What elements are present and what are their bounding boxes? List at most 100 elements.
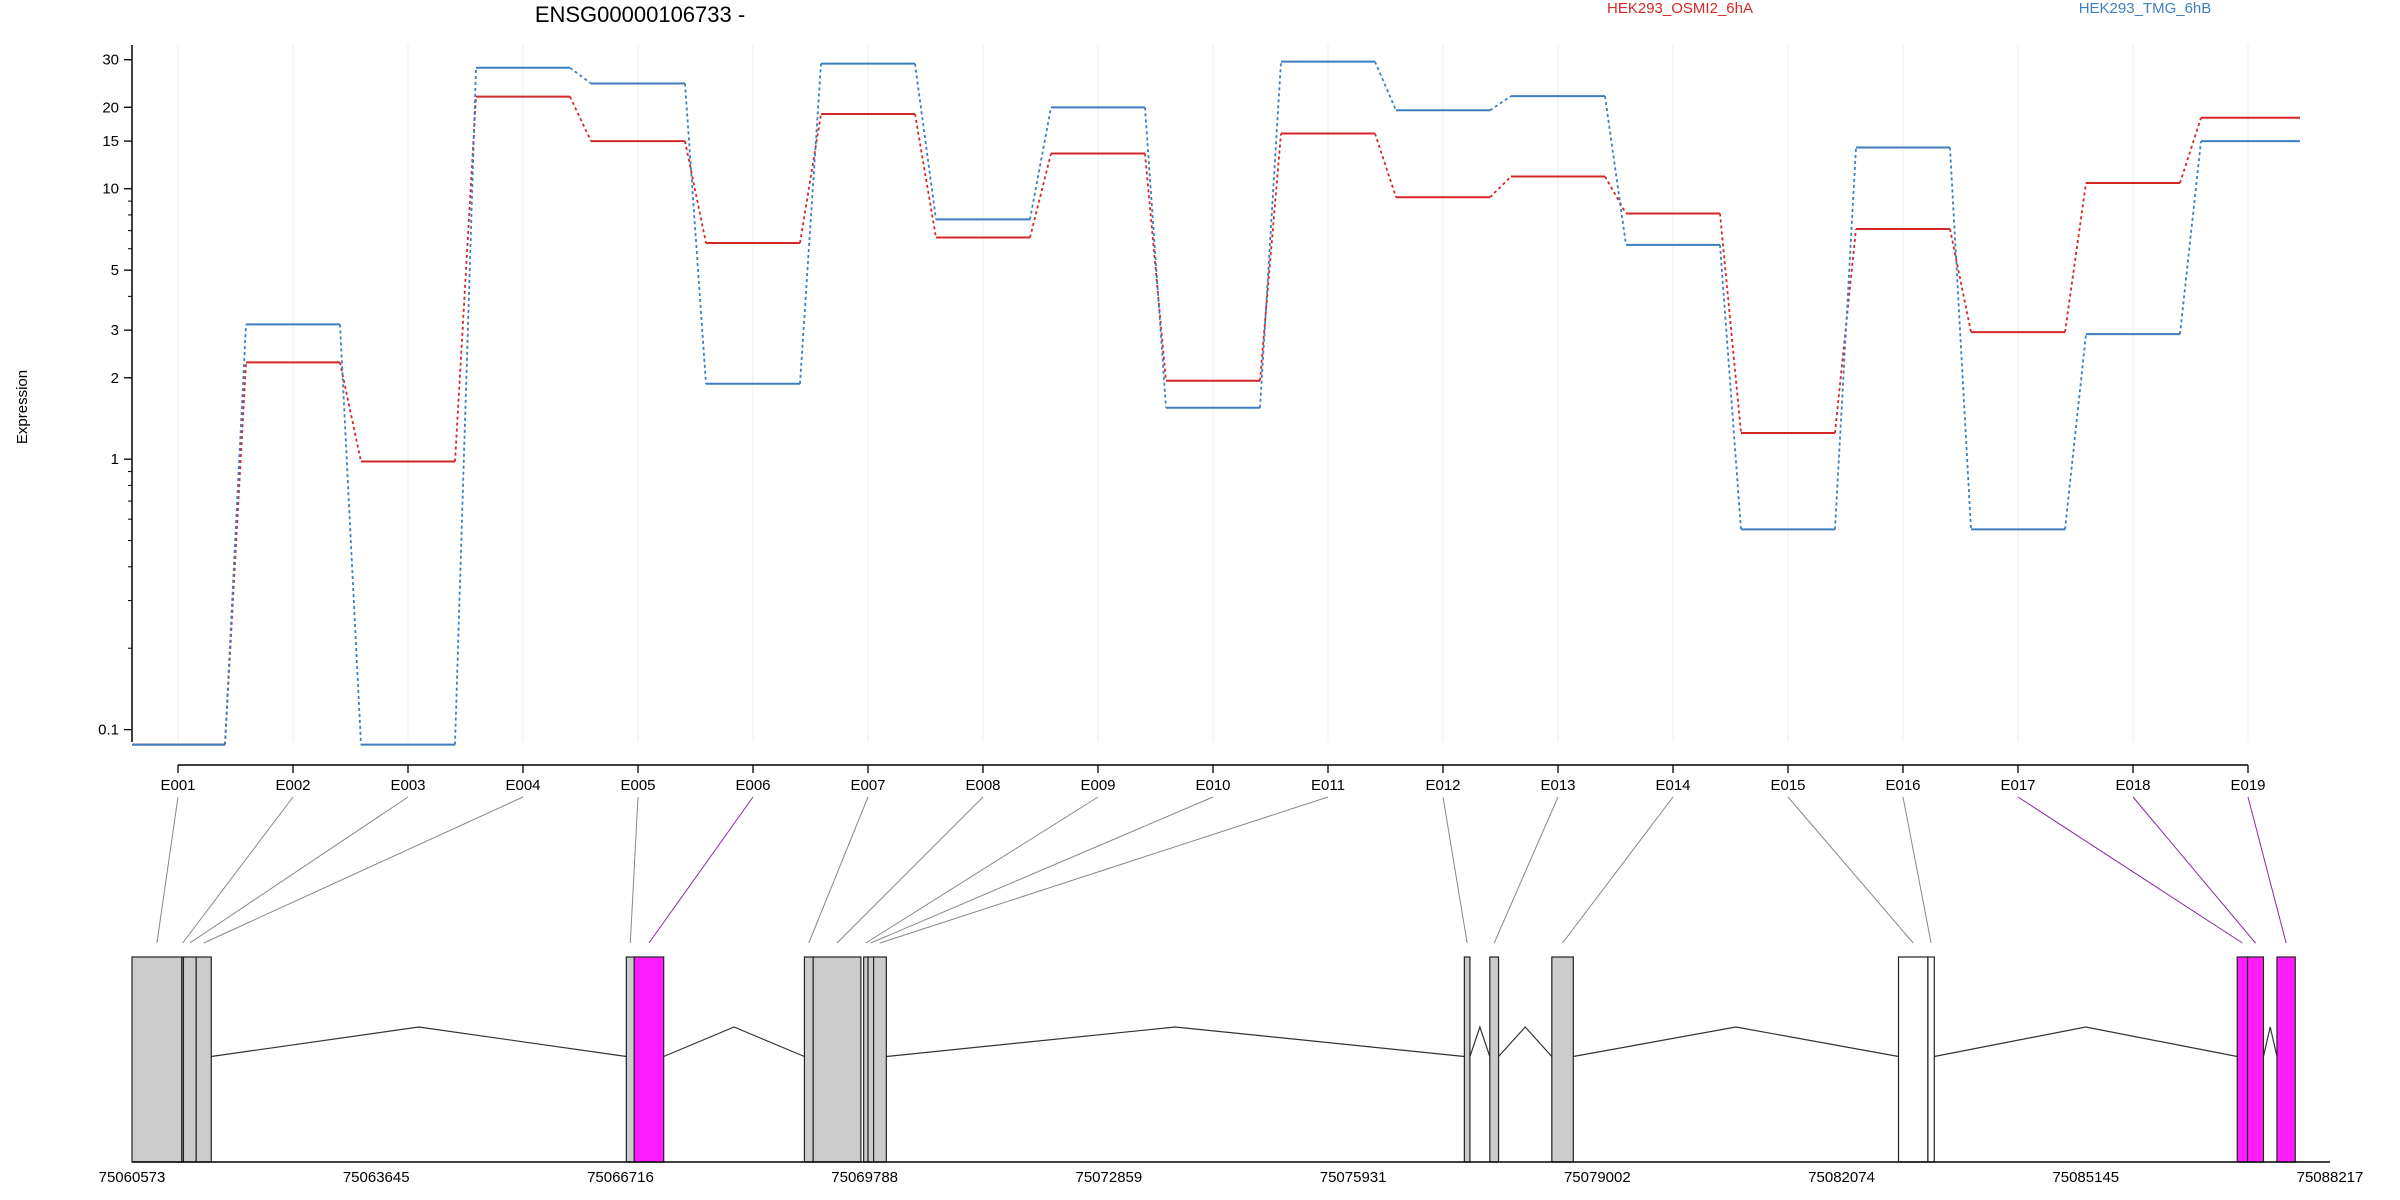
x-tick-label: E006 — [735, 777, 770, 794]
connector-E001 — [156, 796, 179, 944]
intron-line — [1573, 1026, 1899, 1058]
transition-line — [339, 362, 362, 462]
transition-line — [1029, 107, 1052, 220]
y-axis-label: Expression — [14, 370, 31, 444]
x-tick-label: E016 — [1885, 777, 1920, 794]
chart-title: ENSG00000106733 - — [535, 2, 745, 27]
transition-line — [339, 324, 362, 745]
x-tick-label: E004 — [505, 777, 540, 794]
transition-line — [1374, 133, 1397, 198]
gene-model — [131, 956, 2296, 1163]
transition-line — [569, 96, 592, 142]
exon-block-E011 — [872, 956, 887, 1163]
connector-E003 — [189, 796, 409, 944]
exon-block-E008 — [812, 956, 862, 1163]
connector-E007 — [808, 796, 869, 944]
transition-line — [454, 96, 477, 462]
x-tick-label: E003 — [390, 777, 425, 794]
x-tick-label: E007 — [850, 777, 885, 794]
y-tick-label: 30 — [102, 52, 119, 69]
transition-line — [914, 113, 937, 238]
x-tick-label: E014 — [1655, 777, 1690, 794]
x-tick-label: E011 — [1311, 777, 1345, 794]
series-2 — [132, 60, 2300, 746]
y-tick-label: 10 — [102, 181, 119, 198]
exon-block-E017 — [2236, 956, 2249, 1163]
transition-line — [684, 140, 707, 244]
x-tick-label: E013 — [1540, 777, 1575, 794]
connector-E016 — [1902, 796, 1932, 944]
genomic-tick-label: 75082074 — [1808, 1169, 1875, 1186]
transition-line — [914, 63, 937, 220]
genomic-tick-label: 75079002 — [1564, 1169, 1631, 1186]
y-axis: 0.1 1 2 3 5 10 15 20 30 — [98, 45, 133, 742]
transition-line — [1719, 213, 1742, 434]
transition-line — [1029, 153, 1052, 238]
transition-line — [1259, 133, 1282, 381]
exon-block-E009 — [863, 956, 869, 1163]
transition-line — [224, 324, 247, 745]
genomic-tick-label: 75069788 — [831, 1169, 898, 1186]
transition-line — [1374, 61, 1397, 111]
exon-block-E005 — [625, 956, 635, 1163]
transition-line — [1489, 175, 1512, 198]
exon-block-E006 — [633, 956, 665, 1163]
connector-E006 — [648, 796, 754, 944]
x-tick-label: E019 — [2230, 777, 2265, 794]
y-tick-label: 20 — [102, 99, 119, 116]
genomic-tick-label: 75085145 — [2052, 1169, 2119, 1186]
intron-line — [886, 1026, 1465, 1058]
transition-line — [224, 362, 247, 745]
exon-block-E004 — [195, 956, 212, 1163]
connector-E004 — [203, 796, 524, 944]
transition-line — [2179, 117, 2202, 184]
connector-E010 — [870, 796, 1214, 944]
exon-block-E015 — [1897, 956, 1929, 1163]
transition-line — [1144, 153, 1167, 381]
exon-block-E014 — [1551, 956, 1574, 1163]
y-tick-label: 3 — [111, 322, 119, 339]
x-tick-label: E002 — [275, 777, 310, 794]
genomic-tick-label: 75060573 — [99, 1169, 166, 1186]
y-tick-label: 1 — [111, 451, 119, 468]
transition-line — [1949, 147, 1972, 530]
legend-series-2: HEK293_TMG_6hB — [2079, 0, 2212, 17]
genomic-tick-label: 75075931 — [1320, 1169, 1387, 1186]
connector-E017 — [2017, 796, 2243, 944]
exon-block-E003 — [182, 956, 197, 1163]
series-lines — [132, 60, 2300, 746]
genomic-coordinate-axis: 75060573 75063645 75066716 75069788 75072859… — [99, 1161, 2364, 1186]
connector-E013 — [1493, 796, 1559, 944]
x-tick-label: E005 — [620, 777, 655, 794]
genomic-tick-label: 75088217 — [2297, 1169, 2364, 1186]
transition-line — [2179, 141, 2202, 335]
transition-line — [1144, 107, 1167, 408]
y-tick-label: 5 — [111, 262, 119, 279]
x-tick-label: E012 — [1425, 777, 1460, 794]
x-tick-label: E017 — [2000, 777, 2035, 794]
connector-E002 — [182, 796, 294, 944]
genomic-tick-label: 75063645 — [343, 1169, 410, 1186]
exon-block-E001 — [131, 956, 183, 1163]
legend-series-1: HEK293_OSMI2_6hA — [1607, 0, 1753, 17]
transition-line — [1834, 147, 1857, 530]
exon-block-E007 — [803, 956, 814, 1163]
connector-E019 — [2247, 796, 2287, 944]
connector-E012 — [1442, 796, 1468, 944]
connector-E015 — [1787, 796, 1914, 944]
y-tick-label: 0.1 — [98, 722, 119, 739]
exon-connector-lines — [156, 796, 2287, 944]
exon-block-E018 — [2246, 956, 2265, 1163]
connector-E005 — [629, 796, 639, 944]
genomic-tick-label: 75066716 — [587, 1169, 654, 1186]
connector-E009 — [865, 796, 1099, 944]
x-tick-label: E009 — [1080, 777, 1115, 794]
exon-block-E010 — [867, 956, 875, 1163]
x-tick-label: E010 — [1195, 777, 1230, 794]
transition-line — [2064, 182, 2087, 333]
transition-line — [1604, 96, 1627, 246]
x-tick-label: E001 — [160, 777, 195, 794]
exon-block-E012 — [1463, 956, 1471, 1163]
transition-line — [1259, 61, 1282, 408]
